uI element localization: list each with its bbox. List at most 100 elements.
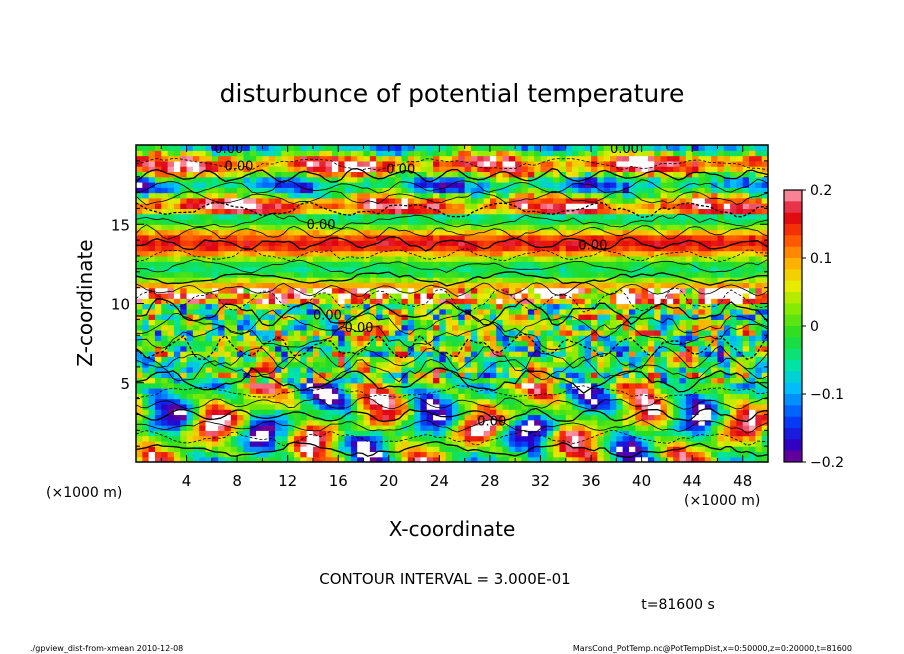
heatmap-cell xyxy=(502,430,510,437)
heatmap-cell xyxy=(591,324,598,331)
heatmap-cell xyxy=(249,377,257,384)
heatmap-cell xyxy=(136,414,143,421)
heatmap-cell xyxy=(199,197,207,204)
heatmap-cell xyxy=(685,393,693,400)
heatmap-cell xyxy=(584,292,592,299)
heatmap-cell xyxy=(287,266,295,273)
heatmap-cell xyxy=(717,435,725,442)
heatmap-cell xyxy=(218,213,226,220)
heatmap-cell xyxy=(761,203,768,209)
heatmap-cell xyxy=(755,425,763,431)
heatmap-cell xyxy=(679,324,687,331)
heatmap-cell xyxy=(173,287,181,294)
heatmap-cell xyxy=(205,240,213,246)
heatmap-cell xyxy=(616,277,624,283)
heatmap-cell xyxy=(616,456,624,462)
heatmap-cell xyxy=(382,388,390,394)
heatmap-cell xyxy=(161,266,169,273)
heatmap-cell xyxy=(483,234,491,241)
heatmap-cell xyxy=(527,409,535,416)
heatmap-cell xyxy=(559,435,567,442)
heatmap-cell xyxy=(192,303,200,310)
heatmap-cell xyxy=(489,287,497,294)
heatmap-cell xyxy=(287,382,295,389)
heatmap-cell xyxy=(218,224,226,231)
heatmap-cell xyxy=(603,430,611,437)
heatmap-cell xyxy=(496,425,504,431)
heatmap-cell xyxy=(458,329,466,336)
heatmap-cell xyxy=(597,292,605,299)
heatmap-cell xyxy=(553,255,561,262)
heatmap-cell xyxy=(230,266,238,273)
heatmap-cell xyxy=(572,340,579,347)
heatmap-cell xyxy=(704,403,712,410)
heatmap-cell xyxy=(736,345,744,352)
heatmap-cell xyxy=(622,245,630,252)
heatmap-cell xyxy=(698,213,706,220)
heatmap-cell xyxy=(306,372,314,379)
heatmap-cell xyxy=(679,271,687,278)
heatmap-cell xyxy=(331,245,339,252)
heatmap-cell xyxy=(148,351,156,357)
heatmap-cell xyxy=(610,361,617,368)
heatmap-cell xyxy=(338,303,346,310)
heatmap-cell xyxy=(559,266,567,273)
heatmap-cell xyxy=(578,292,586,299)
heatmap-cell xyxy=(199,240,207,246)
heatmap-cell xyxy=(540,245,548,252)
heatmap-cell xyxy=(584,393,592,400)
heatmap-cell xyxy=(445,451,453,458)
heatmap-cell xyxy=(148,324,156,331)
heatmap-cell xyxy=(647,261,655,268)
heatmap-cell xyxy=(148,340,156,347)
heatmap-cell xyxy=(154,435,162,442)
heatmap-cell xyxy=(243,398,251,405)
heatmap-cell xyxy=(363,319,371,326)
heatmap-cell xyxy=(331,340,339,347)
heatmap-cell xyxy=(167,329,175,336)
heatmap-cell xyxy=(420,319,428,326)
heatmap-cell xyxy=(376,388,384,394)
heatmap-cell xyxy=(730,314,737,320)
heatmap-cell xyxy=(591,203,598,209)
heatmap-cell xyxy=(458,213,466,220)
heatmap-cell xyxy=(192,366,200,373)
heatmap-cell xyxy=(742,446,750,453)
heatmap-cell xyxy=(508,261,516,268)
heatmap-cell xyxy=(173,440,181,447)
heatmap-cell xyxy=(243,208,251,215)
heatmap-cell xyxy=(357,451,365,458)
heatmap-cell xyxy=(281,245,289,252)
heatmap-cell xyxy=(515,218,523,225)
heatmap-cell xyxy=(559,282,567,289)
heatmap-cell xyxy=(730,245,737,252)
heatmap-cell xyxy=(414,292,421,299)
heatmap-cell xyxy=(300,308,308,315)
heatmap-cell xyxy=(433,213,440,220)
heatmap-cell xyxy=(565,329,573,336)
heatmap-cell xyxy=(660,282,668,289)
heatmap-cell xyxy=(635,388,643,394)
heatmap-cell xyxy=(376,403,384,410)
heatmap-cell xyxy=(647,229,655,236)
heatmap-cell xyxy=(628,340,636,347)
heatmap-cell xyxy=(742,388,750,394)
heatmap-cell xyxy=(338,456,346,462)
heatmap-cell xyxy=(256,361,263,368)
heatmap-cell xyxy=(647,203,655,209)
heatmap-cell xyxy=(470,435,478,442)
heatmap-cell xyxy=(439,409,447,416)
heatmap-cell xyxy=(433,335,440,342)
heatmap-cell xyxy=(363,308,371,315)
heatmap-cell xyxy=(755,329,763,336)
heatmap-cell xyxy=(565,382,573,389)
heatmap-cell xyxy=(603,224,611,231)
heatmap-cell xyxy=(294,298,301,305)
heatmap-cell xyxy=(692,261,700,268)
heatmap-cell xyxy=(540,451,548,458)
heatmap-cell xyxy=(723,440,731,447)
heatmap-cell xyxy=(521,398,529,405)
heatmap-cell xyxy=(350,266,358,273)
heatmap-cell xyxy=(237,271,245,278)
heatmap-cell xyxy=(749,229,756,236)
